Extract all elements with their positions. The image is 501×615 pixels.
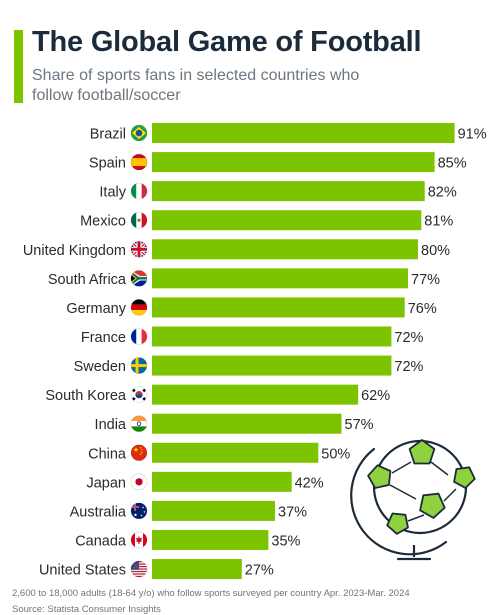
- source-note: Source: Statista Consumer Insights: [12, 604, 161, 615]
- value-label: 76%: [408, 301, 437, 317]
- bar-row: Mexico 81%: [80, 210, 453, 231]
- value-label: 72%: [394, 359, 423, 375]
- bar: [152, 559, 242, 580]
- bar-row: South Africa 77%: [48, 268, 440, 289]
- value-label: 27%: [245, 563, 274, 579]
- india-flag-icon: [130, 415, 148, 433]
- value-label: 80%: [421, 243, 450, 259]
- bar: [152, 210, 422, 231]
- category-label: South Africa: [48, 272, 127, 288]
- bar: [152, 326, 392, 347]
- sweden-flag-icon: [130, 357, 148, 374]
- category-label: South Korea: [45, 388, 127, 404]
- chart-title: The Global Game of Football: [32, 26, 422, 58]
- mexico-flag-icon: [130, 211, 148, 229]
- value-label: 82%: [428, 185, 457, 201]
- germany-flag-icon: [130, 299, 148, 316]
- value-label: 81%: [424, 214, 453, 230]
- canada-flag-icon: [130, 531, 148, 549]
- value-label: 85%: [438, 156, 467, 172]
- category-label: India: [95, 417, 127, 433]
- usa-flag-icon: [130, 560, 148, 578]
- category-label: Spain: [89, 156, 126, 172]
- value-label: 77%: [411, 272, 440, 288]
- brazil-flag-icon: [130, 124, 148, 142]
- bar-row: United Kingdom 80%: [23, 239, 450, 260]
- bar-row: South Korea 62%: [45, 384, 390, 405]
- bar: [152, 181, 425, 202]
- value-label: 72%: [394, 330, 423, 346]
- bar-row: Japan 42%: [86, 471, 324, 492]
- bar: [152, 123, 455, 143]
- italy-flag-icon: [130, 182, 148, 200]
- bar: [152, 297, 405, 318]
- title-accent-bar: [14, 30, 23, 103]
- category-label: Japan: [86, 475, 126, 491]
- category-label: Italy: [99, 185, 126, 201]
- category-label: Mexico: [80, 214, 126, 230]
- bar: [152, 471, 292, 492]
- value-label: 37%: [278, 504, 307, 520]
- category-label: Brazil: [90, 127, 126, 143]
- chart-subtitle: Share of sports fans in selected countri…: [32, 67, 360, 104]
- bar-row: India 57%: [95, 413, 374, 434]
- australia-flag-icon: [130, 502, 148, 520]
- bar-row: Spain 85%: [89, 152, 467, 173]
- category-label: China: [88, 446, 127, 462]
- bar: [152, 152, 435, 173]
- category-label: France: [81, 330, 126, 346]
- bar-row: China 50%: [88, 442, 350, 463]
- bar-row: Sweden 72%: [74, 355, 424, 376]
- japan-flag-icon: [130, 473, 148, 491]
- bar-row: Italy 82%: [99, 181, 457, 202]
- value-label: 42%: [295, 475, 324, 491]
- france-flag-icon: [130, 328, 148, 345]
- bar: [152, 268, 408, 289]
- bar-row: Australia 37%: [70, 500, 307, 521]
- south-korea-flag-icon: [130, 386, 148, 403]
- china-flag-icon: [130, 444, 148, 462]
- bar: [152, 355, 392, 376]
- football-globe-icon: [350, 439, 476, 561]
- bar-row: United States 27%: [39, 559, 274, 580]
- bar: [152, 442, 319, 463]
- bar-row: Germany 76%: [66, 297, 437, 318]
- value-label: 50%: [321, 446, 350, 462]
- category-label: United States: [39, 563, 126, 579]
- category-label: United Kingdom: [23, 243, 126, 259]
- uk-flag-icon: [130, 240, 148, 258]
- bar: [152, 529, 269, 550]
- footnote: 2,600 to 18,000 adults (18-64 y/o) who f…: [12, 588, 410, 599]
- value-label: 91%: [458, 127, 487, 143]
- bar: [152, 500, 275, 521]
- bar-row: France 72%: [81, 326, 424, 347]
- bar: [152, 384, 359, 405]
- value-label: 35%: [271, 533, 300, 549]
- category-label: Sweden: [74, 359, 126, 375]
- south-africa-flag-icon: [130, 270, 148, 287]
- bar-row: Brazil 91%: [90, 123, 487, 143]
- category-label: Germany: [66, 301, 126, 317]
- category-label: Australia: [70, 504, 127, 520]
- bar: [152, 413, 342, 434]
- spain-flag-icon: [130, 153, 148, 171]
- value-label: 62%: [361, 388, 390, 404]
- category-label: Canada: [75, 533, 127, 549]
- bar-row: Canada 35%: [75, 529, 301, 550]
- bars-layer: Brazil 91% Spain 85% Italy 82% Mexico 81% United…: [23, 123, 487, 580]
- value-label: 57%: [345, 417, 374, 433]
- bar: [152, 239, 418, 260]
